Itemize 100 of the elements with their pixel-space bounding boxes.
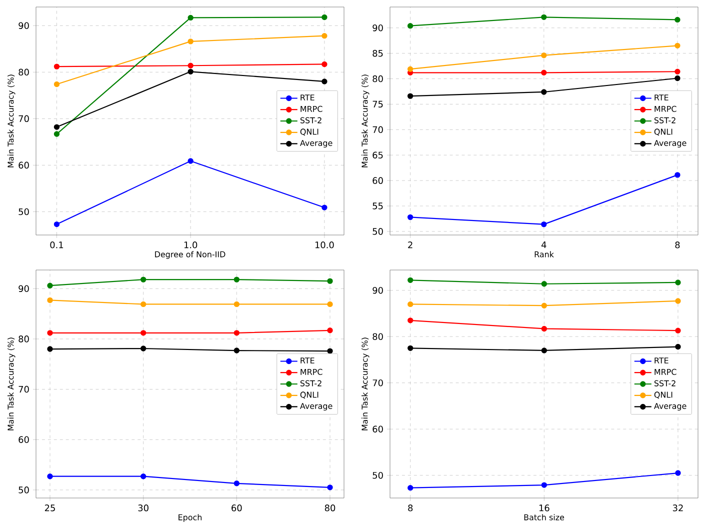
- y-tick-label: 55: [372, 202, 383, 210]
- point: [407, 93, 414, 99]
- point: [408, 484, 414, 491]
- point: [234, 480, 240, 486]
- point: [54, 131, 60, 137]
- y-tick-label: 90: [18, 22, 29, 29]
- x-tick-label: 4: [541, 242, 546, 248]
- point: [327, 301, 333, 308]
- point: [408, 345, 414, 351]
- y-tick-label: 80: [18, 336, 29, 342]
- x-tick-label: 16: [539, 504, 550, 512]
- point: [675, 344, 681, 350]
- point: [408, 301, 414, 308]
- y-tick-label: 80: [372, 75, 383, 82]
- point: [188, 68, 194, 75]
- y-tick-label: 70: [372, 126, 383, 134]
- point: [47, 330, 53, 336]
- point: [140, 301, 146, 308]
- x-tick-label: 8: [675, 242, 680, 248]
- x-tick-label: 8: [408, 504, 413, 512]
- point: [322, 78, 328, 84]
- y-tick-label: 75: [372, 100, 383, 108]
- point: [54, 124, 60, 130]
- point: [541, 326, 548, 332]
- point: [54, 221, 60, 228]
- y-tick-label: 90: [372, 24, 383, 32]
- point: [541, 281, 548, 287]
- y-tick-label: 70: [18, 115, 29, 122]
- x-tick-label: 60: [232, 504, 242, 512]
- point: [327, 484, 333, 490]
- point: [234, 276, 240, 282]
- y-tick-label: 80: [372, 333, 383, 340]
- point: [234, 301, 240, 308]
- point: [541, 302, 548, 308]
- point: [674, 75, 680, 82]
- point: [188, 14, 194, 21]
- point: [54, 64, 60, 70]
- y-tick-label: 80: [18, 68, 29, 76]
- x-tick-label: 2: [408, 242, 412, 248]
- point: [541, 52, 547, 58]
- point: [541, 348, 548, 354]
- x-tick-label: 25: [44, 504, 55, 512]
- point: [47, 474, 53, 480]
- point: [322, 204, 328, 210]
- point: [675, 280, 681, 286]
- y-tick-label: 50: [372, 228, 383, 235]
- point: [188, 62, 194, 68]
- y-tick-label: 60: [372, 177, 383, 184]
- point: [541, 221, 547, 228]
- point: [675, 328, 681, 334]
- x-tick-label: 0.1: [50, 242, 64, 248]
- y-tick-label: 60: [18, 436, 29, 444]
- y-tick-label: 65: [372, 152, 383, 158]
- point: [541, 482, 548, 488]
- point: [408, 277, 414, 284]
- point: [674, 172, 680, 178]
- point: [541, 14, 547, 20]
- point: [234, 330, 240, 336]
- point: [188, 38, 194, 44]
- point: [54, 81, 60, 88]
- point: [407, 22, 414, 29]
- point: [140, 474, 146, 480]
- point: [322, 33, 328, 39]
- point: [322, 61, 328, 68]
- point: [234, 348, 240, 354]
- point: [47, 346, 53, 352]
- point: [541, 89, 547, 95]
- y-tick-label: 85: [372, 50, 383, 57]
- point: [541, 70, 547, 76]
- point: [327, 278, 333, 284]
- x-tick-label: 30: [138, 504, 148, 512]
- y-tick-label: 90: [372, 286, 383, 294]
- y-tick-label: 70: [372, 379, 383, 386]
- y-tick-label: 90: [18, 285, 29, 292]
- y-tick-label: 50: [18, 208, 29, 216]
- point: [408, 318, 414, 324]
- point: [140, 346, 146, 352]
- point: [322, 14, 328, 20]
- x-tick-label: 80: [324, 504, 336, 512]
- point: [674, 68, 680, 74]
- x-tick-label: 32: [672, 504, 683, 512]
- y-tick-label: 70: [18, 386, 29, 393]
- point: [407, 66, 414, 72]
- y-tick-label: 50: [372, 472, 383, 479]
- point: [675, 470, 681, 476]
- point: [327, 348, 333, 354]
- point: [674, 16, 680, 23]
- point: [140, 330, 146, 336]
- point: [674, 42, 680, 49]
- point: [188, 158, 194, 164]
- x-tick-label: 1.0: [184, 242, 198, 248]
- point: [47, 282, 53, 288]
- point: [675, 298, 681, 304]
- point: [407, 214, 414, 220]
- point: [327, 328, 333, 334]
- point: [47, 297, 53, 304]
- x-tick-label: 10.0: [315, 242, 334, 248]
- y-tick-label: 60: [372, 426, 383, 432]
- point: [140, 276, 146, 282]
- y-tick-label: 50: [18, 486, 29, 494]
